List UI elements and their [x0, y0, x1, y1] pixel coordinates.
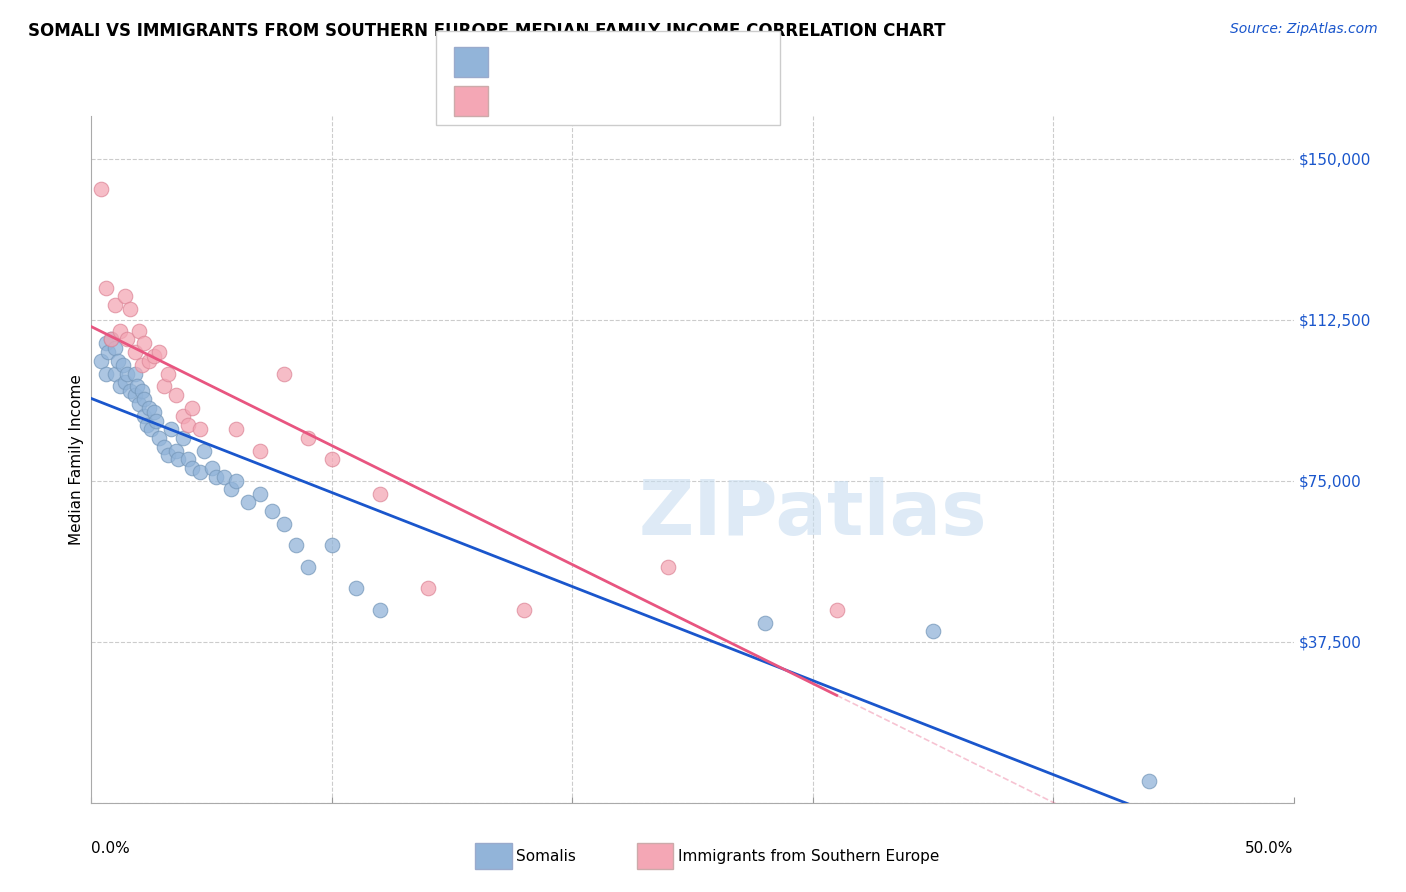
Point [176, 418, 198, 433]
Point [114, 289, 136, 303]
Point [128, 396, 150, 410]
Point [657, 559, 679, 574]
Point [104, 341, 127, 355]
Point [97, 345, 120, 359]
Point [131, 358, 153, 372]
Point [188, 422, 211, 436]
Point [94, 336, 117, 351]
Point [188, 465, 211, 479]
Point [110, 324, 132, 338]
Point [219, 483, 242, 497]
Point [157, 448, 180, 462]
Point [142, 350, 165, 364]
Point [284, 538, 307, 552]
Point [416, 581, 439, 595]
Point [368, 487, 391, 501]
Point [236, 495, 259, 509]
Point [754, 615, 776, 630]
Point [205, 469, 228, 483]
Text: R = -0.614: R = -0.614 [496, 91, 585, 109]
Point [125, 379, 148, 393]
Point [321, 452, 343, 467]
Point [249, 443, 271, 458]
Point [159, 422, 181, 436]
Point [138, 353, 160, 368]
Point [181, 461, 204, 475]
Point [131, 384, 153, 398]
Point [134, 409, 156, 424]
Point [124, 345, 146, 359]
Point [94, 281, 117, 295]
Point [172, 409, 194, 424]
Point [181, 401, 204, 415]
Point [201, 461, 224, 475]
Point [117, 332, 139, 346]
Point [922, 624, 945, 639]
Point [128, 324, 150, 338]
Point [225, 422, 247, 436]
Point [118, 302, 141, 317]
Point [111, 358, 134, 372]
Point [321, 538, 343, 552]
Point [344, 581, 367, 595]
Point [90, 353, 112, 368]
Point [167, 452, 190, 467]
Point [145, 414, 167, 428]
Point [152, 379, 174, 393]
Text: 50.0%: 50.0% [1246, 840, 1294, 855]
Point [104, 367, 127, 381]
Point [148, 345, 170, 359]
Point [94, 367, 117, 381]
Point [368, 602, 391, 616]
Point [1137, 774, 1160, 789]
Point [513, 602, 536, 616]
Point [110, 379, 132, 393]
Point [172, 431, 194, 445]
Point [141, 422, 163, 436]
Y-axis label: Median Family Income: Median Family Income [69, 374, 84, 545]
Point [176, 452, 198, 467]
Point [124, 367, 146, 381]
Text: R = -0.699: R = -0.699 [496, 52, 585, 70]
Point [135, 418, 157, 433]
Point [100, 332, 122, 346]
Point [225, 474, 247, 488]
Point [117, 367, 139, 381]
Point [134, 336, 156, 351]
Point [124, 388, 146, 402]
Point [165, 443, 187, 458]
Point [260, 504, 283, 518]
Point [90, 182, 112, 196]
Text: 0.0%: 0.0% [91, 840, 131, 855]
Text: Immigrants from Southern Europe: Immigrants from Southern Europe [678, 849, 939, 863]
Point [148, 431, 170, 445]
Point [134, 392, 156, 407]
Text: ZIPatlas: ZIPatlas [638, 477, 987, 551]
Point [138, 401, 160, 415]
Point [118, 384, 141, 398]
Point [157, 367, 180, 381]
Text: Source: ZipAtlas.com: Source: ZipAtlas.com [1230, 22, 1378, 37]
Point [193, 443, 215, 458]
Point [273, 516, 295, 531]
Point [107, 353, 129, 368]
Text: SOMALI VS IMMIGRANTS FROM SOUTHERN EUROPE MEDIAN FAMILY INCOME CORRELATION CHART: SOMALI VS IMMIGRANTS FROM SOUTHERN EUROP… [28, 22, 946, 40]
Point [100, 332, 122, 346]
Text: N = 32: N = 32 [630, 91, 692, 109]
Point [249, 487, 271, 501]
Point [104, 298, 127, 312]
Point [273, 367, 295, 381]
Point [297, 559, 319, 574]
Point [297, 431, 319, 445]
Text: N = 53: N = 53 [630, 52, 692, 70]
Point [142, 405, 165, 419]
Point [212, 469, 235, 483]
Text: Somalis: Somalis [516, 849, 576, 863]
Point [114, 375, 136, 389]
Point [152, 440, 174, 454]
Point [165, 388, 187, 402]
Point [825, 602, 848, 616]
